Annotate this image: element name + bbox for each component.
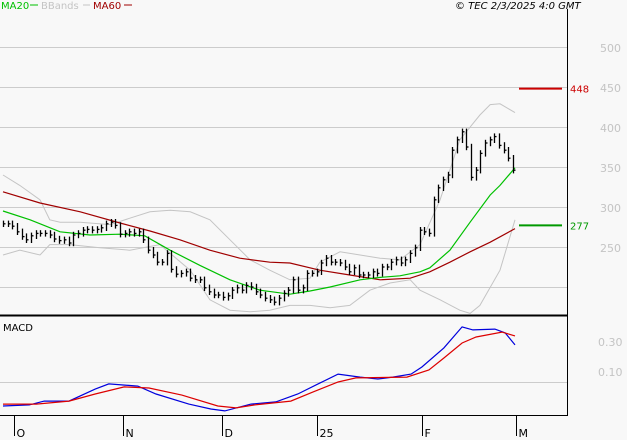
price-axis-tick-label: 400 — [600, 122, 621, 135]
month-label: D — [225, 427, 233, 440]
legend: MA20 BBands MA60 — [1, 1, 132, 12]
legend-bbands-label: BBands — [41, 1, 79, 12]
legend-ma60-label: MA60 — [93, 1, 121, 12]
macd-axis-tick-label: 0.30 — [598, 336, 623, 349]
price-axis-tick-label: 350 — [600, 162, 621, 175]
price-axis-tick-label: 500 — [600, 42, 621, 55]
macd-signal-line — [3, 331, 516, 409]
price-levels: 448 277 — [519, 85, 589, 232]
macd-lines — [2, 326, 516, 412]
copyright-text: © TEC 2/3/2025 4:0 GMT — [455, 1, 582, 12]
legend-ma20-label: MA20 — [1, 1, 29, 12]
ma20-line — [2, 167, 516, 295]
price-level-label: 277 — [570, 221, 589, 232]
month-label: N — [126, 427, 134, 440]
macd-macd-line — [2, 326, 516, 412]
month-label: M — [519, 427, 529, 440]
bollinger-bands — [2, 103, 516, 314]
bb-lower-line — [2, 219, 516, 314]
price-bars — [2, 128, 516, 306]
bb-upper-line — [2, 103, 516, 281]
price-level-label: 448 — [570, 85, 589, 96]
price-axis-tick-label: 300 — [600, 202, 621, 215]
month-label: 25 — [320, 427, 334, 440]
month-label: F — [425, 427, 431, 440]
price-axis-tick-label: 450 — [600, 82, 621, 95]
month-label: O — [17, 427, 26, 440]
price-axis-tick-label: 250 — [600, 242, 621, 255]
macd-panel-label: MACD — [3, 323, 33, 334]
macd-axis-tick-label: 0.10 — [598, 366, 623, 379]
axes: 500 450 400 350 300 250 0.30 0.10 O N D 25 F M — [14, 42, 623, 440]
